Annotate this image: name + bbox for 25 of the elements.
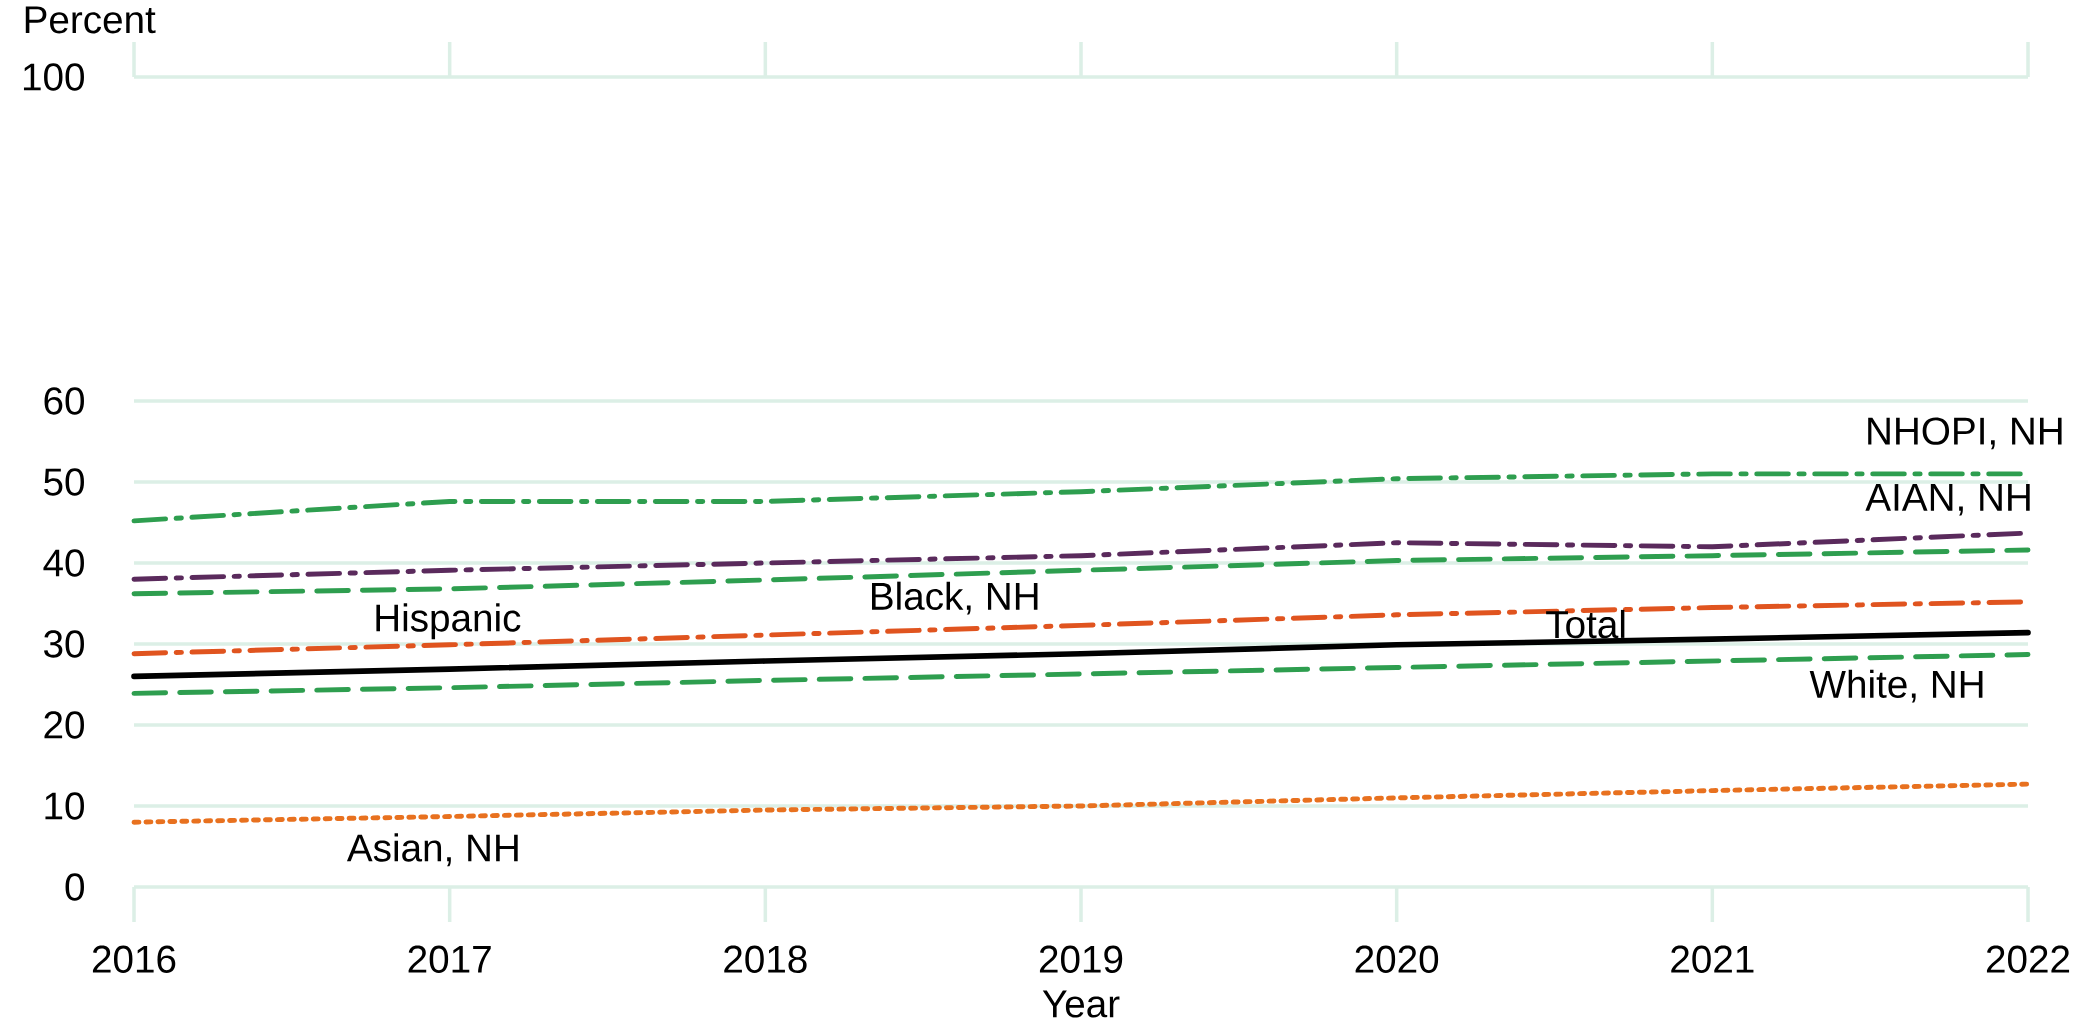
- x-tick-label: 2019: [1039, 945, 1123, 973]
- series-label: Total: [1546, 609, 1625, 639]
- series-label: Black, NH: [872, 581, 1038, 615]
- x-axis-title: Year: [1042, 990, 1120, 1018]
- y-tick-label: 60: [44, 387, 84, 415]
- y-tick-label: 0: [65, 873, 84, 901]
- x-tick-label: 2017: [408, 945, 491, 973]
- x-tick-label: 2021: [1671, 945, 1754, 973]
- series-label: White, NH: [1809, 669, 1983, 703]
- y-tick-label: 40: [43, 549, 84, 577]
- series-label: Hispanic: [376, 603, 521, 640]
- y-tick-label: 100: [23, 63, 84, 91]
- y-tick-label: 10: [45, 792, 84, 820]
- x-tick-label: 2022: [1986, 945, 2070, 973]
- x-tick-label: 2018: [724, 945, 807, 973]
- y-tick-label: 30: [44, 630, 84, 658]
- line-series: [131, 781, 2031, 825]
- series-label: AIAN, NH: [1865, 484, 2030, 516]
- y-tick-label: 20: [44, 711, 84, 739]
- y-axis-title: Percent: [25, 6, 156, 34]
- x-tick-label: 2016: [92, 945, 176, 973]
- x-tick-label: 2020: [1355, 945, 1439, 973]
- series-label: NHOPI, NH: [1868, 417, 2062, 450]
- series-label: Asian, NH: [346, 833, 518, 867]
- y-tick-label: 50: [44, 468, 84, 496]
